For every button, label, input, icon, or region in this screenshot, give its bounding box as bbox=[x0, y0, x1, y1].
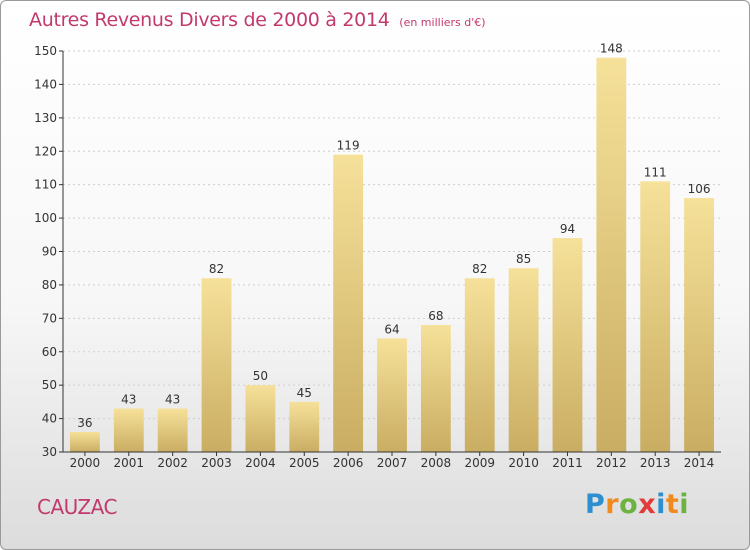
bar-2014 bbox=[684, 198, 714, 452]
logo-letter-4: i bbox=[656, 489, 666, 520]
logo-letter-5: t bbox=[665, 489, 680, 520]
chart-title: Autres Revenus Divers de 2000 à 2014 (en… bbox=[29, 9, 486, 31]
bar-2010 bbox=[508, 268, 539, 452]
x-tick-label-2013: 2013 bbox=[640, 456, 671, 470]
bar-2011 bbox=[552, 238, 583, 452]
data-label-2007: 64 bbox=[384, 322, 399, 336]
data-label-2001: 43 bbox=[121, 393, 136, 407]
y-tick-label-90: 90 bbox=[42, 245, 57, 259]
bar-2002 bbox=[157, 408, 188, 452]
data-label-2014: 106 bbox=[688, 182, 711, 196]
data-label-2012: 148 bbox=[600, 42, 623, 56]
data-label-2006: 119 bbox=[337, 139, 360, 153]
x-tick-label-2007: 2007 bbox=[377, 456, 408, 470]
bar-2012 bbox=[596, 57, 627, 452]
bar-2005 bbox=[289, 401, 320, 452]
y-tick-label-40: 40 bbox=[42, 412, 57, 426]
commune-name: CAUZAC bbox=[37, 495, 117, 519]
x-tick-label-2008: 2008 bbox=[421, 456, 452, 470]
y-tick-label-120: 120 bbox=[34, 144, 57, 158]
x-tick-label-2012: 2012 bbox=[596, 456, 627, 470]
data-label-2009: 82 bbox=[472, 262, 487, 276]
bar-2001 bbox=[113, 408, 144, 452]
data-label-2013: 111 bbox=[644, 165, 667, 179]
data-label-2000: 36 bbox=[77, 416, 92, 430]
logo-letter-2: o bbox=[619, 489, 639, 520]
bar-2013 bbox=[640, 181, 671, 452]
y-tick-label-100: 100 bbox=[34, 211, 57, 225]
bar-2006 bbox=[333, 154, 364, 452]
x-tick-label-2005: 2005 bbox=[289, 456, 320, 470]
bars: 36 43 43 82 50 45 119 64 68 82 85 94 148 111 106 bbox=[70, 42, 714, 452]
x-tick-label-2009: 2009 bbox=[464, 456, 495, 470]
x-tick-label-2006: 2006 bbox=[333, 456, 364, 470]
bar-2008 bbox=[420, 325, 451, 452]
x-tick-label-2000: 2000 bbox=[70, 456, 101, 470]
y-tick-label-130: 130 bbox=[34, 111, 57, 125]
x-tick-label-2002: 2002 bbox=[157, 456, 188, 470]
bar-2009 bbox=[464, 278, 495, 452]
bar-2007 bbox=[377, 338, 407, 452]
logo-letter-6: i bbox=[679, 489, 690, 520]
x-tick-label-2014: 2014 bbox=[684, 456, 715, 470]
y-tick-label-150: 150 bbox=[34, 44, 57, 58]
y-tick-label-140: 140 bbox=[34, 77, 57, 91]
logo-letter-1: r bbox=[605, 489, 620, 520]
bar-2004 bbox=[245, 385, 276, 452]
data-label-2008: 68 bbox=[428, 309, 443, 323]
chart-title-text: Autres Revenus Divers de 2000 à 2014 bbox=[29, 9, 390, 31]
x-tick-label-2011: 2011 bbox=[552, 456, 583, 470]
y-tick-label-30: 30 bbox=[42, 445, 57, 459]
y-tick-label-80: 80 bbox=[42, 278, 57, 292]
data-label-2011: 94 bbox=[560, 222, 575, 236]
data-label-2004: 50 bbox=[253, 369, 268, 383]
x-tick-label-2010: 2010 bbox=[508, 456, 539, 470]
bar-2000 bbox=[70, 431, 100, 452]
x-tick-label-2003: 2003 bbox=[201, 456, 232, 470]
data-label-2010: 85 bbox=[516, 252, 531, 266]
x-tick-label-2004: 2004 bbox=[245, 456, 276, 470]
y-tick-label-60: 60 bbox=[42, 345, 57, 359]
y-tick-label-110: 110 bbox=[34, 178, 57, 192]
x-tick-label-2001: 2001 bbox=[114, 456, 145, 470]
y-tick-label-50: 50 bbox=[42, 378, 57, 392]
logo-letter-0: P bbox=[585, 489, 606, 520]
bar-2003 bbox=[201, 278, 232, 452]
chart-title-unit: (en milliers d'€) bbox=[399, 16, 486, 29]
data-label-2003: 82 bbox=[209, 262, 224, 276]
y-tick-label-70: 70 bbox=[42, 311, 57, 325]
data-label-2002: 43 bbox=[165, 393, 180, 407]
data-label-2005: 45 bbox=[297, 386, 312, 400]
proxiti-logo: Proxiti bbox=[585, 489, 689, 520]
axes: 30 40 50 60 70 80 90 100 110 120 130 140 150 2000 2001… bbox=[34, 44, 721, 470]
logo-letter-3: x bbox=[638, 489, 657, 520]
